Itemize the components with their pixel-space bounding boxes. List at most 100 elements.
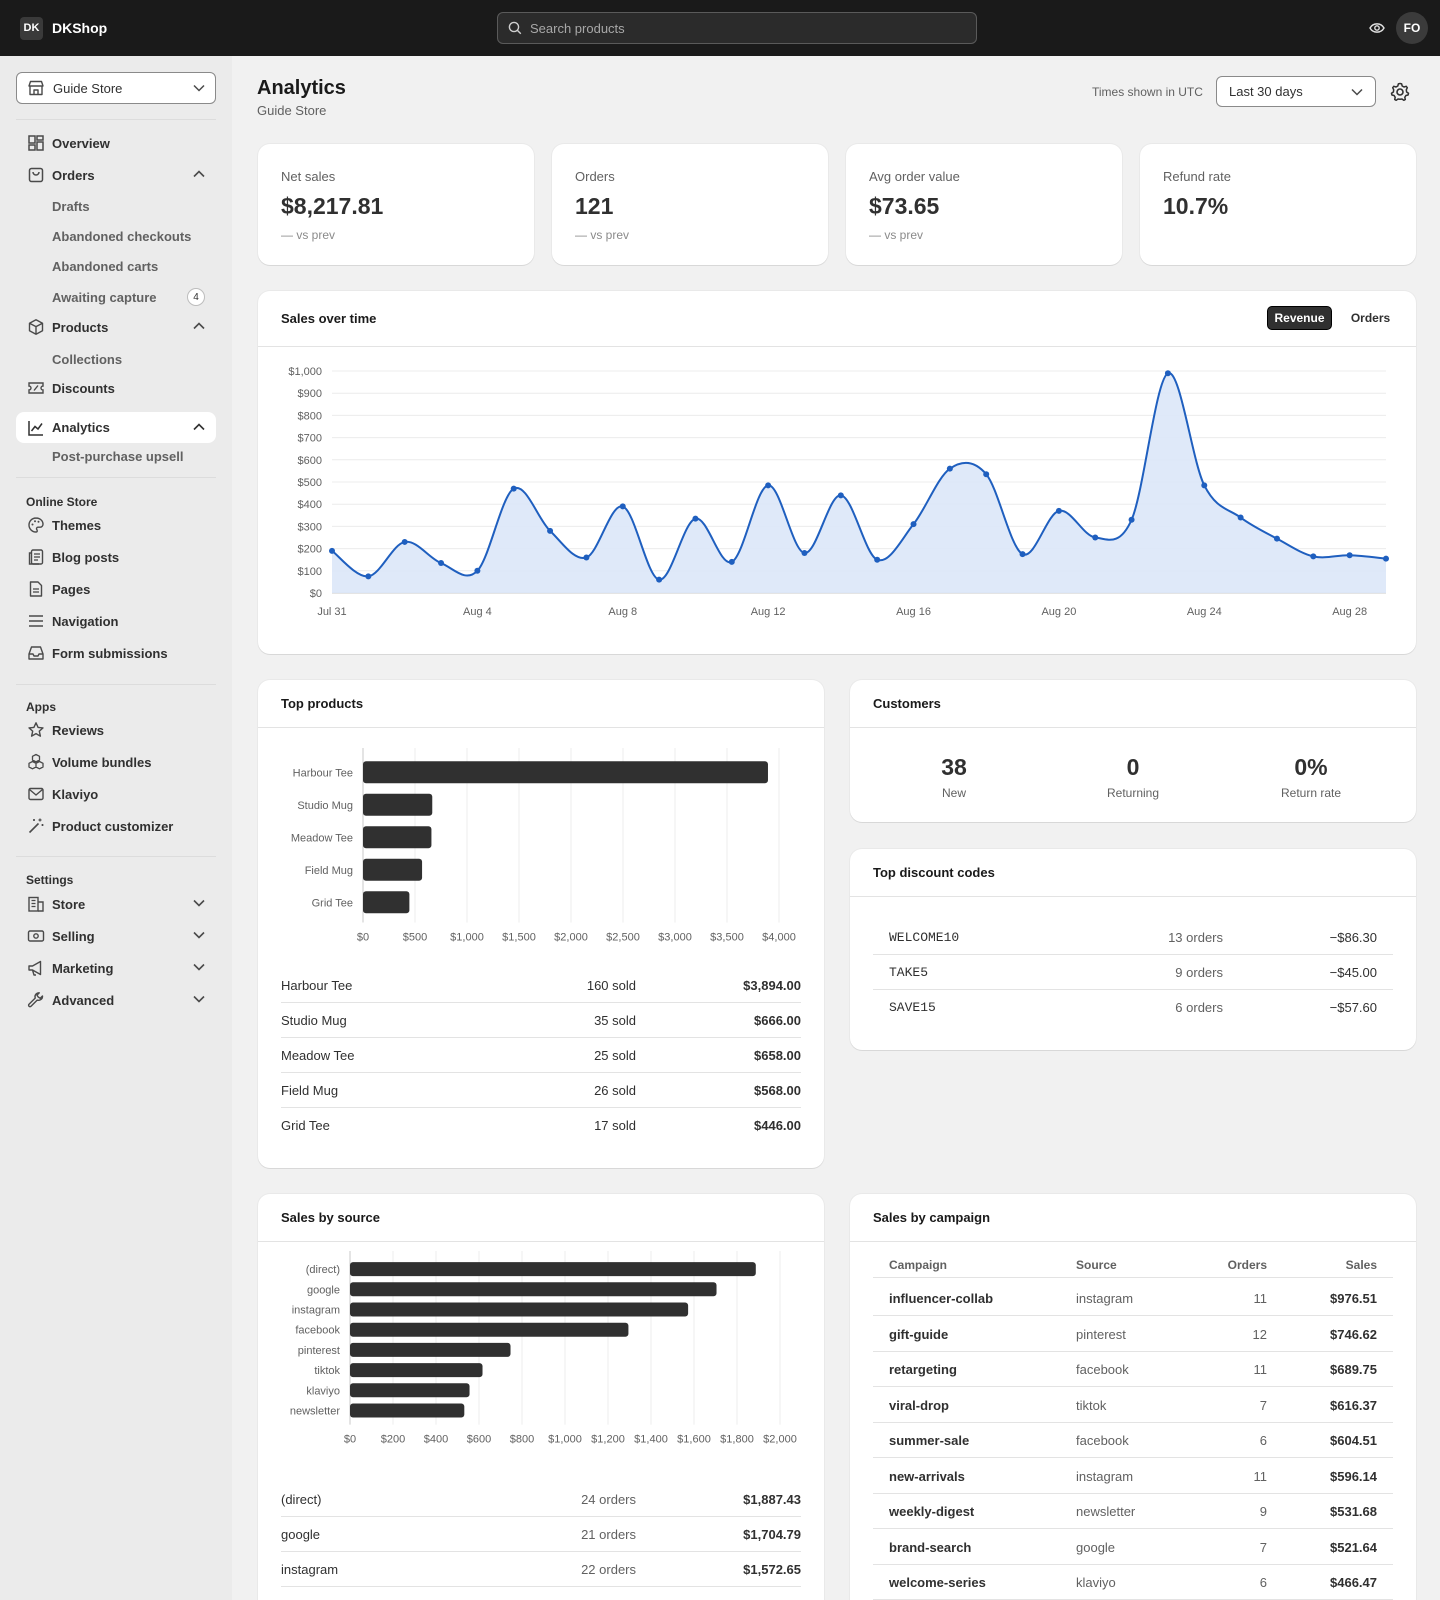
x-tick-label: $1,500	[502, 932, 536, 944]
table-row[interactable]: TAKE5 9 orders −$45.00	[873, 955, 1393, 990]
table-row[interactable]: weekly-digest newsletter 9 $531.68	[873, 1494, 1393, 1529]
table-row[interactable]: SAVE15 6 orders −$57.60	[873, 990, 1393, 1025]
avatar[interactable]: FO	[1396, 12, 1428, 44]
column-header: Sales	[1345, 1258, 1377, 1272]
table-row[interactable]: influencer-collab instagram 11 $976.51	[873, 1281, 1393, 1316]
card-title: Top products	[281, 696, 364, 711]
data-point	[1346, 552, 1353, 559]
logo[interactable]: DK DKShop	[20, 16, 107, 40]
table-row[interactable]: WELCOME10 13 orders −$86.30	[873, 920, 1393, 955]
discount-codes-card: Top discount codes WELCOME10 13 orders −…	[850, 849, 1416, 1050]
nav-volume-bundles[interactable]: Volume bundles	[16, 748, 216, 776]
nav-reviews[interactable]: Reviews	[16, 716, 216, 744]
nav-form-submissions-label: Form submissions	[52, 645, 168, 661]
table-row[interactable]: (direct) 24 orders $1,887.43	[281, 1482, 801, 1517]
date-range-select[interactable]: Last 30 days	[1216, 76, 1376, 107]
source-orders: 21 orders	[581, 1527, 636, 1542]
gear-icon[interactable]	[1389, 81, 1411, 103]
data-point	[1164, 370, 1171, 377]
nav-collections[interactable]: Collections	[52, 351, 123, 367]
nav-drafts[interactable]: Drafts	[52, 198, 90, 214]
table-row[interactable]: retargeting facebook 11 $689.75	[873, 1352, 1393, 1387]
nav-form-submissions[interactable]: Form submissions	[16, 639, 216, 667]
table-row[interactable]: Grid Tee 17 sold $446.00	[281, 1108, 801, 1143]
x-tick-label: Aug 20	[1041, 606, 1076, 618]
chevron-down-icon[interactable]	[192, 992, 206, 1006]
card-header: Top discount codes	[850, 849, 1416, 897]
nav-navigation[interactable]: Navigation	[16, 607, 216, 635]
nav-abandoned-checkouts[interactable]: Abandoned checkouts	[52, 228, 192, 244]
table-row[interactable]: Field Mug 26 sold $568.00	[281, 1073, 801, 1108]
chevron-down-icon[interactable]	[192, 896, 206, 910]
campaign-source: facebook	[1076, 1433, 1129, 1448]
table-row[interactable]: new-arrivals instagram 11 $596.14	[873, 1459, 1393, 1494]
bar	[350, 1322, 629, 1337]
bar	[363, 793, 433, 816]
search-bar[interactable]	[497, 12, 977, 44]
nav-settings-advanced[interactable]: Advanced	[16, 986, 216, 1014]
nav-products[interactable]: Products	[16, 313, 216, 341]
table-row[interactable]: google 21 orders $1,704.79	[281, 1517, 801, 1552]
nav-settings-store[interactable]: Store	[16, 890, 216, 918]
x-tick-label: $0	[357, 932, 369, 944]
table-row[interactable]: welcome-series klaviyo 6 $466.47	[873, 1565, 1393, 1600]
search-input[interactable]	[530, 20, 950, 36]
nav-product-customizer-label: Product customizer	[52, 818, 174, 834]
chevron-down-icon[interactable]	[192, 928, 206, 942]
campaign-sales: $689.75	[1330, 1362, 1377, 1377]
banknote-icon	[26, 926, 46, 946]
store-selector[interactable]: Guide Store	[16, 72, 216, 104]
nav-settings-marketing[interactable]: Marketing	[16, 954, 216, 982]
x-tick-label: $1,000	[548, 1434, 582, 1446]
eye-icon[interactable]	[1366, 17, 1388, 39]
sales-by-source-card: Sales by source $0 $200 $400 $600 $800 $1,000…	[258, 1194, 824, 1600]
campaign-orders: 11	[1253, 1362, 1268, 1377]
table-row[interactable]: viral-drop tiktok 7 $616.37	[873, 1388, 1393, 1423]
nav-post-purchase-upsell[interactable]: Post-purchase upsell	[52, 448, 184, 464]
bar	[350, 1282, 717, 1297]
toggle-revenue[interactable]: Revenue	[1267, 306, 1332, 330]
discount-orders: 9 orders	[1175, 965, 1223, 980]
campaign-orders: 7	[1259, 1397, 1267, 1413]
y-tick-label: $700	[298, 433, 322, 445]
return-rate-label: Return rate	[1280, 786, 1342, 800]
campaign-source: klaviyo	[1076, 1575, 1116, 1590]
table-row[interactable]: Studio Mug 35 sold $666.00	[281, 1003, 801, 1038]
nav-awaiting-capture[interactable]: Awaiting capture 4	[52, 285, 212, 309]
chevron-up-icon[interactable]	[192, 167, 206, 181]
table-row[interactable]: Harbour Tee 160 sold $3,894.00	[281, 968, 801, 1003]
nav-analytics-label: Analytics	[52, 420, 110, 435]
section-apps: Apps	[26, 700, 56, 714]
table-row[interactable]: gift-guide pinterest 12 $746.62	[873, 1317, 1393, 1352]
category-label: pinterest	[298, 1345, 340, 1357]
nav-klaviyo[interactable]: Klaviyo	[16, 780, 216, 808]
nav-discounts[interactable]: Discounts	[16, 374, 216, 402]
nav-analytics[interactable]: Analytics	[16, 412, 216, 443]
y-tick-label: $500	[298, 477, 322, 489]
kpi-label: Refund rate	[1163, 169, 1231, 184]
kpi-delta: — vs prev	[869, 228, 924, 242]
x-tick-label: Aug 28	[1332, 606, 1367, 618]
nav-settings-selling[interactable]: Selling	[16, 922, 216, 950]
product-sold: 17 sold	[594, 1118, 636, 1133]
sales-by-campaign-card: Sales by campaign Campaign Source Orders Sa…	[850, 1194, 1416, 1600]
nav-orders[interactable]: Orders	[16, 161, 216, 189]
nav-product-customizer[interactable]: Product customizer	[16, 812, 216, 840]
y-tick-label: $1,000	[288, 366, 322, 378]
toggle-orders[interactable]: Orders	[1350, 311, 1391, 325]
chevron-down-icon[interactable]	[192, 960, 206, 974]
chevron-up-icon[interactable]	[192, 420, 206, 434]
nav-abandoned-carts[interactable]: Abandoned carts	[52, 258, 159, 274]
chevron-up-icon[interactable]	[192, 319, 206, 333]
source-name: instagram	[281, 1562, 339, 1577]
data-point	[801, 550, 808, 557]
table-row[interactable]: summer-sale facebook 6 $604.51	[873, 1423, 1393, 1458]
nav-overview[interactable]: Overview	[16, 129, 216, 157]
nav-blog-posts[interactable]: Blog posts	[16, 543, 216, 571]
table-row[interactable]: instagram 22 orders $1,572.65	[281, 1552, 801, 1587]
nav-themes[interactable]: Themes	[16, 511, 216, 539]
nav-pages[interactable]: Pages	[16, 575, 216, 603]
campaign-name: weekly-digest	[889, 1504, 975, 1519]
table-row[interactable]: Meadow Tee 25 sold $658.00	[281, 1038, 801, 1073]
table-row[interactable]: brand-search google 7 $521.64	[873, 1530, 1393, 1565]
